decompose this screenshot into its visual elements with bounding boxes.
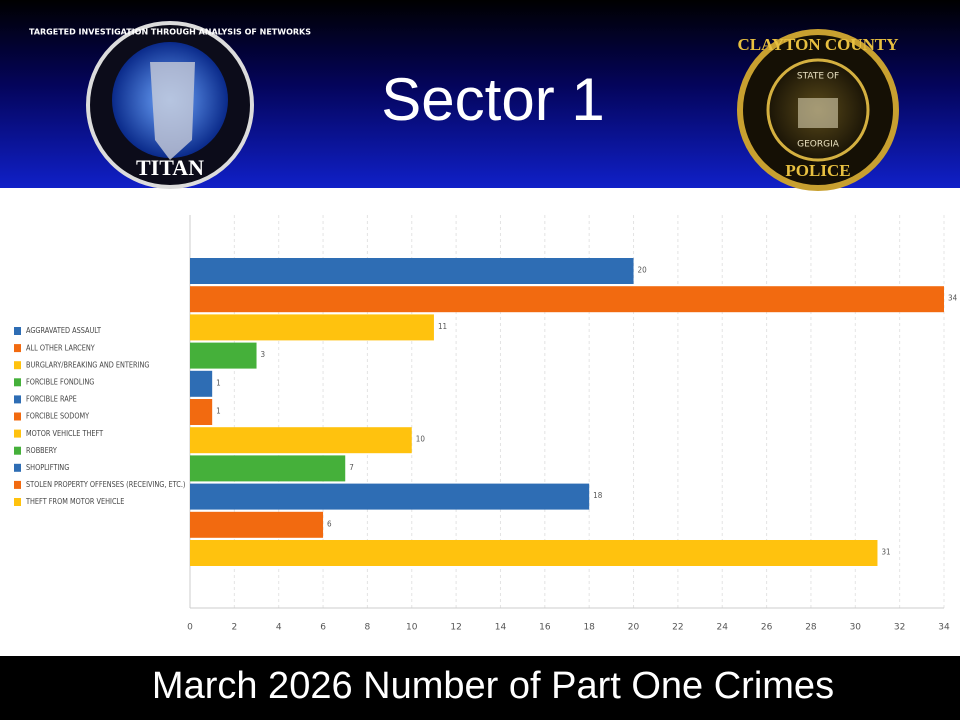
bar	[190, 342, 257, 369]
legend-swatch	[14, 344, 21, 353]
footer-caption: March 2026 Number of Part One Crimes	[152, 665, 834, 707]
bar	[190, 540, 878, 566]
data-label: 11	[438, 322, 447, 331]
x-tick-label: 2	[231, 623, 237, 633]
legend-label: MOTOR VEHICLE THEFT	[26, 428, 104, 438]
data-label: 10	[416, 435, 426, 444]
police-logo: CLAYTON COUNTY STATE OF GEORGIA POLICE	[737, 29, 899, 191]
data-label: 18	[593, 491, 603, 500]
x-tick-label: 24	[717, 623, 729, 633]
bar	[190, 286, 944, 313]
data-label: 34	[948, 294, 958, 303]
data-label: 7	[349, 463, 354, 472]
titan-logo: TARGETED INVESTIGATION THROUGH ANALYSIS …	[29, 21, 311, 189]
x-tick-label: 26	[761, 623, 773, 633]
x-tick-label: 8	[365, 623, 371, 633]
legend-swatch	[14, 327, 21, 335]
legend-swatch	[14, 429, 21, 438]
data-label: 1	[216, 407, 221, 416]
legend-label: AGGRAVATED ASSAULT	[26, 326, 102, 336]
legend-label: FORCIBLE RAPE	[26, 394, 77, 404]
logo-georgia: GEORGIA	[797, 140, 840, 150]
x-tick-label: 28	[805, 623, 817, 633]
legend-label: SHOPLIFTING	[26, 462, 70, 472]
data-label: 1	[216, 378, 221, 387]
legend-label: STOLEN PROPERTY OFFENSES (RECEIVING, ETC…	[26, 479, 186, 489]
footer-band	[0, 656, 960, 720]
logo-name: POLICE	[785, 161, 850, 180]
logo-ring-text: TARGETED INVESTIGATION THROUGH ANALYSIS …	[29, 28, 311, 37]
bar	[190, 314, 434, 341]
x-tick-label: 4	[276, 623, 282, 633]
legend-swatch	[14, 395, 21, 404]
x-tick-label: 20	[628, 623, 640, 633]
x-tick-label: 0	[187, 623, 193, 633]
x-tick-label: 22	[672, 623, 683, 633]
bar	[190, 511, 324, 538]
data-label: 20	[638, 266, 648, 275]
logo-ring-text: CLAYTON COUNTY	[737, 35, 898, 54]
x-tick-label: 10	[406, 623, 418, 633]
legend-swatch	[14, 412, 21, 421]
data-label: 3	[261, 350, 266, 359]
x-tick-label: 16	[539, 623, 551, 633]
legend-swatch	[14, 498, 21, 506]
legend-label: ALL OTHER LARCENY	[26, 343, 95, 353]
x-tick-label: 32	[894, 623, 905, 633]
logo-state: STATE OF	[797, 72, 839, 82]
x-tick-label: 18	[583, 623, 595, 633]
bar	[190, 455, 346, 482]
x-tick-label: 12	[450, 623, 461, 633]
legend-swatch	[14, 378, 21, 387]
legend-label: THEFT FROM MOTOR VEHICLE	[25, 497, 125, 507]
data-label: 31	[881, 548, 890, 557]
x-tick-label: 6	[320, 623, 326, 633]
legend-label: FORCIBLE FONDLING	[26, 377, 95, 387]
x-tick-label: 14	[495, 623, 507, 633]
legend-swatch	[14, 446, 21, 455]
x-tick-label: 30	[850, 623, 862, 633]
bar	[190, 483, 590, 510]
data-label: 6	[327, 519, 332, 528]
legend-label: FORCIBLE SODOMY	[26, 411, 90, 421]
bar	[190, 427, 412, 454]
bar	[190, 258, 634, 284]
legend-swatch	[14, 480, 21, 489]
legend-label: BURGLARY/BREAKING AND ENTERING	[26, 360, 150, 370]
bar	[190, 399, 213, 425]
legend-swatch	[14, 463, 21, 472]
logo-name: TITAN	[136, 155, 204, 180]
legend-swatch	[14, 361, 21, 370]
legend-label: ROBBERY	[26, 445, 57, 455]
slide-title: Sector 1	[381, 66, 604, 133]
bar-chart: 0 2 4 6 8 10 12 14 16 18 20 22 24 26 28 30 32 34203411311…	[14, 215, 958, 633]
bar	[190, 370, 213, 397]
x-tick-label: 34	[938, 623, 950, 633]
